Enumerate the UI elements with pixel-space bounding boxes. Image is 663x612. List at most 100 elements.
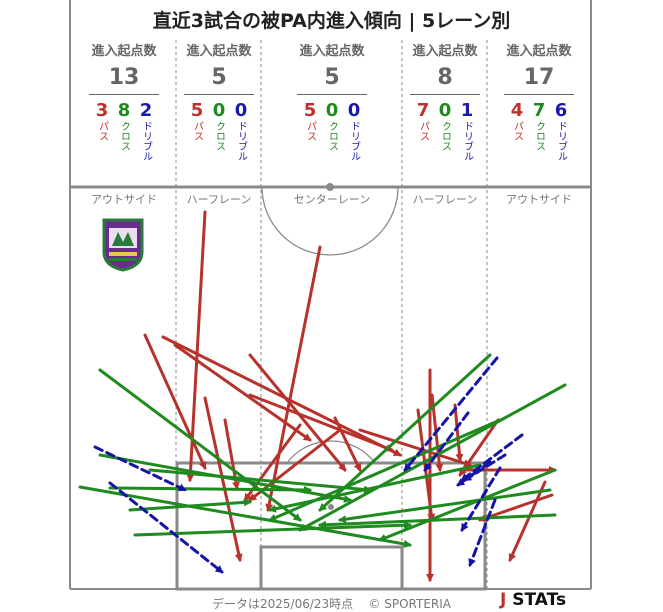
lane-header-label: 進入起点数 (506, 44, 572, 59)
cross-arrow-27 (148, 468, 372, 494)
pass-arrow-9 (333, 416, 362, 472)
cross-label: クロス (533, 121, 545, 151)
pass-count: 3 パス (94, 101, 110, 161)
chart-title: 直近3試合の被PA内進入傾向 | 5レーン別 (152, 10, 511, 32)
pass-label: パス (304, 121, 316, 141)
pass-arrow-14 (453, 403, 464, 462)
dribble-value: 0 (234, 100, 248, 121)
cross-label: クロス (326, 121, 338, 151)
cross-count: 8 クロス (116, 101, 132, 161)
pass-count: 4 パス (509, 101, 525, 161)
dribble-label: ドリブル (461, 121, 473, 161)
pass-arrow-16 (478, 493, 554, 522)
lane-header-label: 進入起点数 (412, 44, 478, 59)
cross-arrow-21 (98, 368, 302, 522)
lane-breakdown: 5 パス 0 クロス 0 ドリブル (262, 101, 402, 162)
pass-arrow-6 (248, 393, 394, 452)
lane-underline (184, 94, 254, 95)
cross-value: 0 (325, 100, 339, 121)
pass-value: 7 (416, 100, 430, 121)
goal-area (259, 545, 404, 591)
pass-label: パス (417, 121, 429, 141)
pass-arrow-3 (161, 335, 402, 457)
cross-arrow-26 (133, 521, 412, 537)
dribble-label: ドリブル (235, 121, 247, 161)
lane-breakdown: 5 パス 0 クロス 0 ドリブル (177, 100, 261, 162)
lane-breakdown: 4 パス 7 クロス 6 ドリブル (488, 101, 590, 162)
dribble-value: 2 (139, 100, 153, 121)
pass-arrow-19 (358, 428, 472, 467)
cross-count: 7 クロス (531, 101, 547, 161)
dribble-count: 2 ドリブル (138, 100, 154, 162)
dribble-arrow-37 (403, 356, 499, 472)
lane-underline (89, 94, 159, 95)
lane-name-halfspace-right: ハーフレーン (412, 193, 478, 206)
pass-arrow-17 (508, 480, 547, 562)
dribble-arrow-38 (423, 411, 470, 472)
pass-arrow-0 (186, 210, 207, 482)
dribble-count: 0 ドリブル (346, 101, 362, 162)
lane-header-halfspace-left: 進入起点数 5 5 パス 0 クロス 0 ドリブル (177, 40, 261, 161)
lane-underline (297, 94, 367, 95)
lane-name-outside-left: アウトサイド (91, 193, 157, 206)
dribble-label: ドリブル (555, 121, 567, 161)
penalty-arc (286, 440, 376, 464)
jstats-logo-text: STATs (512, 590, 567, 610)
dribble-arrow-39 (460, 433, 524, 482)
dribble-arrow-36 (108, 481, 224, 574)
footer: データは2025/06/23時点 © SPORTERIA (0, 595, 663, 612)
cross-value: 8 (117, 100, 131, 121)
pass-count: 5 パス (189, 101, 205, 161)
copyright: © SPORTERIA (368, 597, 451, 611)
pass-label: パス (511, 121, 523, 141)
lane-header-label: 進入起点数 (186, 44, 252, 59)
jstats-logo-mark: J (500, 590, 507, 610)
lane-header-label: 進入起点数 (299, 44, 365, 59)
cross-arrow-32 (338, 488, 552, 524)
lane-total: 5 (211, 65, 227, 90)
lane-header-outside-left: 進入起点数 13 3 パス 8 クロス 2 ドリブル (72, 40, 176, 161)
cross-label: クロス (118, 121, 130, 151)
cross-arrow-24 (108, 485, 312, 494)
pass-count: 5 パス (302, 101, 318, 161)
arrow-layer (78, 210, 567, 582)
lane-name-outside-right: アウトサイド (506, 193, 572, 206)
center-spot (326, 183, 334, 191)
cross-count: 0 クロス (211, 101, 227, 161)
lane-underline (504, 94, 574, 95)
lane-header-outside-right: 進入起点数 17 4 パス 7 クロス 6 ドリブル (488, 40, 590, 161)
pass-label: パス (191, 121, 203, 141)
lane-name-center: センターレーン (293, 193, 371, 206)
cross-arrow-23 (78, 485, 412, 548)
cross-arrow-34 (378, 468, 557, 542)
pass-arrow-4 (173, 343, 312, 442)
lane-header-center: 進入起点数 5 5 パス 0 クロス 0 ドリブル (262, 40, 402, 161)
lane-total: 5 (324, 65, 340, 90)
lane-total: 17 (523, 65, 555, 90)
pass-value: 5 (303, 100, 317, 121)
cross-value: 0 (438, 100, 452, 121)
cross-count: 0 クロス (437, 101, 453, 161)
dribble-arrow-42 (468, 498, 497, 567)
pass-label: パス (96, 121, 108, 141)
cross-count: 0 クロス (324, 101, 340, 161)
lane-underline (410, 94, 480, 95)
pass-arrow-7 (203, 396, 243, 562)
cross-label: クロス (213, 121, 225, 151)
cross-value: 0 (212, 100, 226, 121)
dribble-label: ドリブル (140, 121, 152, 161)
data-date: データは2025/06/23時点 (211, 597, 354, 611)
dribble-arrow-43 (456, 460, 492, 487)
penalty-spot (328, 504, 334, 510)
lane-breakdown: 3 パス 8 クロス 2 ドリブル (72, 100, 176, 162)
lane-name-halfspace-left: ハーフレーン (186, 193, 252, 206)
dribble-value: 1 (460, 100, 474, 121)
pass-arrow-2 (143, 333, 207, 470)
cross-arrow-25 (128, 498, 252, 512)
dribble-arrow-40 (463, 453, 507, 482)
pass-count: 7 パス (415, 101, 431, 161)
cross-label: クロス (439, 121, 451, 151)
lane-total: 13 (108, 65, 140, 90)
dribble-arrow-35 (93, 445, 187, 492)
